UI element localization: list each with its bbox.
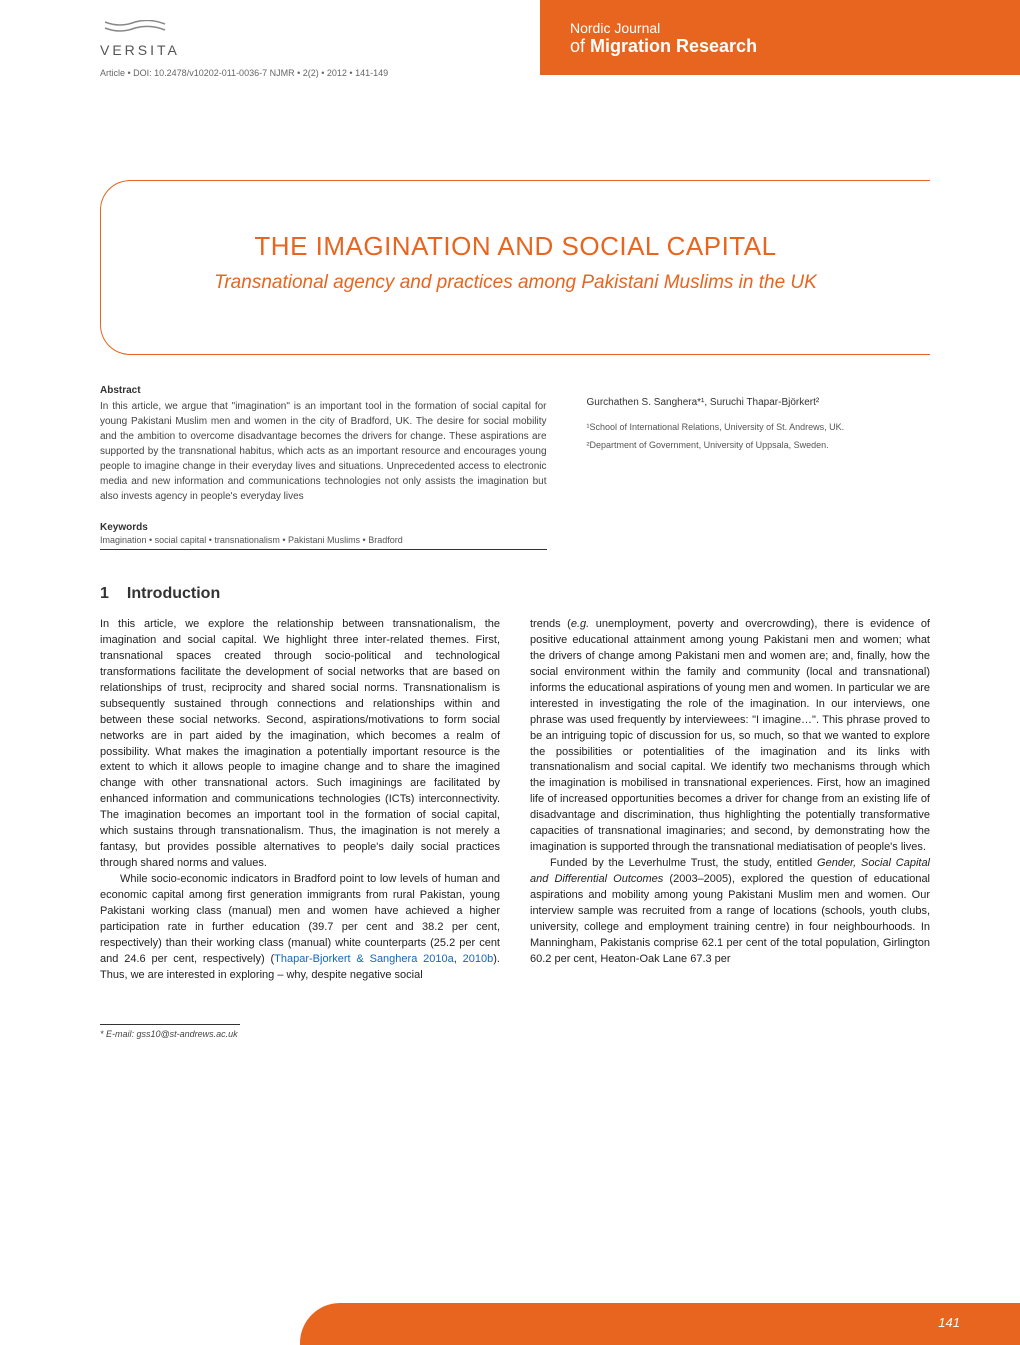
journal-name-line1: Nordic Journal (570, 20, 1020, 36)
journal-badge: Nordic Journal of Migration Research (540, 0, 1020, 75)
affiliation-2: ²Department of Government, University of… (587, 440, 930, 450)
article-subtitle: Transnational agency and practices among… (131, 272, 900, 294)
page: VERSITA Article • DOI: 10.2478/v10202-01… (0, 0, 1020, 1345)
publisher-name: VERSITA (100, 42, 500, 58)
citation-link[interactable]: 2010b (463, 953, 494, 965)
body-text: Funded by the Leverhulme Trust, the stud… (550, 857, 817, 869)
body-text: , (454, 953, 463, 965)
body-column-right: trends (e.g. unemployment, poverty and o… (530, 617, 930, 984)
section-title: Introduction (127, 585, 220, 602)
body-text: trends ( (530, 618, 571, 630)
journal-line2-light: of (570, 36, 590, 56)
body-text: (2003–2005), explored the question of ed… (530, 873, 930, 965)
title-box: THE IMAGINATION AND SOCIAL CAPITAL Trans… (100, 180, 930, 355)
article-meta: Article • DOI: 10.2478/v10202-011-0036-7… (100, 68, 500, 78)
keywords-text: Imagination • social capital • transnati… (100, 535, 547, 550)
body-text-italic: e.g. (571, 618, 589, 630)
body-paragraph: trends (e.g. unemployment, poverty and o… (530, 617, 930, 856)
footnote-rule (100, 1024, 240, 1025)
authors: Gurchathen S. Sanghera*¹, Suruchi Thapar… (587, 397, 930, 408)
keywords-label: Keywords (100, 522, 547, 533)
page-footer: 141 (300, 1303, 1020, 1345)
top-bar: VERSITA Article • DOI: 10.2478/v10202-01… (0, 0, 1020, 90)
body-text: While socio-economic indicators in Bradf… (100, 873, 500, 965)
body-text: unemployment, poverty and overcrowding),… (530, 618, 930, 853)
authors-column: Gurchathen S. Sanghera*¹, Suruchi Thapar… (587, 385, 930, 550)
journal-line2-bold: Migration Research (590, 36, 757, 56)
versita-logo-icon (100, 20, 170, 40)
article-title: THE IMAGINATION AND SOCIAL CAPITAL (131, 231, 900, 262)
body-paragraph: In this article, we explore the relation… (100, 617, 500, 872)
abstract-column: Abstract In this article, we argue that … (100, 385, 547, 550)
body-column-left: In this article, we explore the relation… (100, 617, 500, 984)
body-columns: In this article, we explore the relation… (100, 617, 930, 984)
section-heading: 1 Introduction (100, 585, 930, 603)
abstract-text: In this article, we argue that "imaginat… (100, 399, 547, 504)
citation-link[interactable]: Thapar-Bjorkert & Sanghera 2010a (274, 953, 454, 965)
affiliation-1: ¹School of International Relations, Univ… (587, 422, 930, 432)
footnote: * E-mail: gss10@st-andrews.ac.uk (100, 1029, 930, 1039)
abstract-label: Abstract (100, 385, 547, 396)
journal-name-line2: of Migration Research (570, 36, 1020, 57)
publisher-logo-area: VERSITA Article • DOI: 10.2478/v10202-01… (0, 0, 500, 90)
page-number: 141 (938, 1315, 960, 1330)
section-number: 1 (100, 585, 109, 602)
meta-row: Abstract In this article, we argue that … (100, 385, 930, 550)
body-paragraph: While socio-economic indicators in Bradf… (100, 872, 500, 984)
body-paragraph: Funded by the Leverhulme Trust, the stud… (530, 856, 930, 968)
